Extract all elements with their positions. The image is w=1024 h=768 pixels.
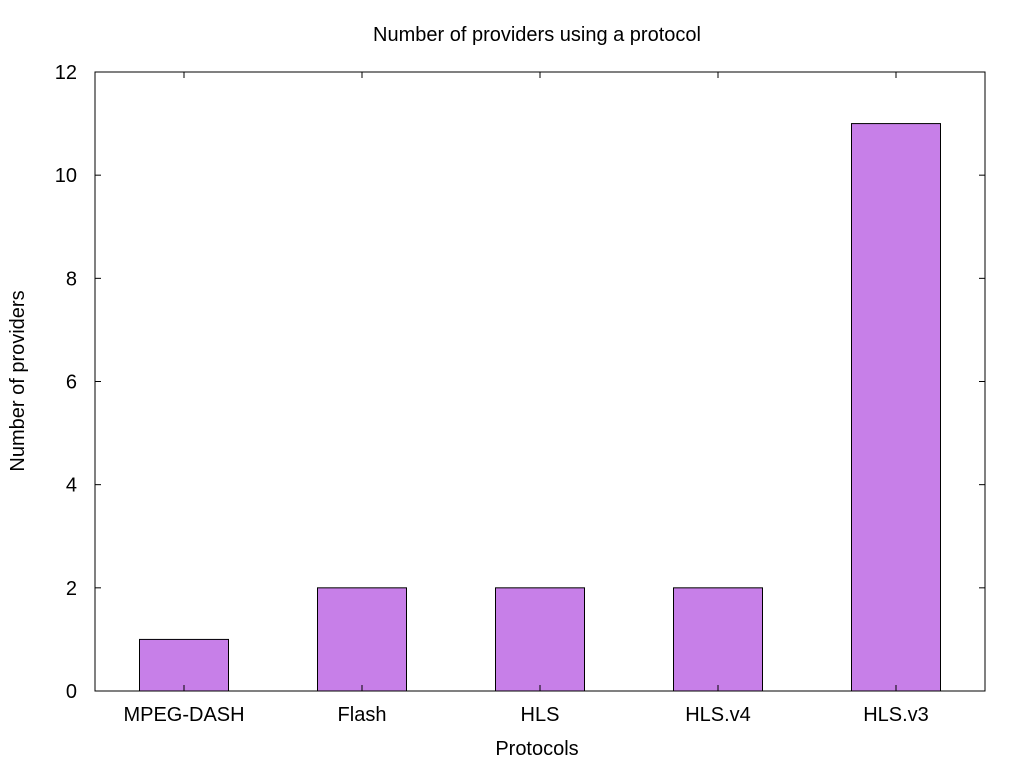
bar-hls-v3 — [851, 123, 941, 692]
y-tick-label: 10 — [55, 165, 77, 187]
y-tick-label: 12 — [55, 62, 77, 84]
y-tick-label: 0 — [66, 681, 77, 703]
x-tick-label: HLS.v4 — [685, 704, 751, 726]
bar-hls-v4 — [673, 587, 763, 692]
bar-flash — [317, 587, 407, 692]
bar-hls — [495, 587, 585, 692]
x-tick-label: HLS — [521, 704, 560, 726]
y-tick-label: 4 — [66, 475, 77, 497]
x-tick-label: Flash — [338, 704, 387, 726]
y-tick-label: 2 — [66, 578, 77, 600]
y-tick-label: 8 — [66, 268, 77, 290]
y-axis-label: Number of providers — [7, 290, 29, 471]
bars-group — [139, 123, 941, 692]
bar-mpeg-dash — [139, 638, 229, 692]
x-tick-label: MPEG-DASH — [123, 704, 244, 726]
plot-frame — [94, 71, 986, 692]
chart-title: Number of providers using a protocol — [373, 24, 701, 46]
y-tick-label: 6 — [66, 372, 77, 394]
x-axis-label: Protocols — [495, 738, 578, 760]
ticks-group: MPEG-DASH Flash HLS HLS.v4 HLS.v3 0 2 4 6 8 10 12 — [55, 62, 985, 726]
x-tick-label: HLS.v3 — [863, 704, 929, 726]
